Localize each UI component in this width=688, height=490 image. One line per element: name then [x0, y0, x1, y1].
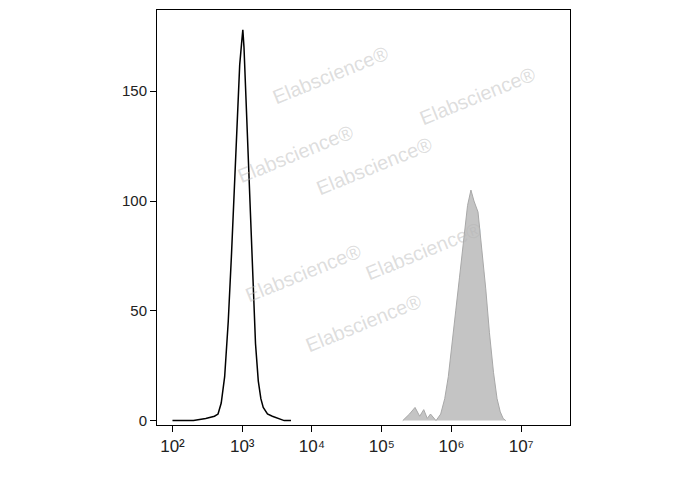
svg-text:Elabscience®: Elabscience®	[302, 290, 424, 356]
svg-text:150: 150	[122, 82, 147, 99]
svg-text:10⁶: 10⁶	[439, 437, 465, 456]
svg-text:10²: 10²	[160, 437, 185, 456]
svg-text:10⁴: 10⁴	[299, 437, 325, 456]
svg-text:10⁷: 10⁷	[509, 437, 534, 456]
svg-text:10⁵: 10⁵	[369, 437, 395, 456]
svg-text:Elabscience®: Elabscience®	[234, 121, 356, 187]
svg-text:100: 100	[122, 192, 147, 209]
svg-text:50: 50	[130, 302, 147, 319]
svg-text:Elabscience®: Elabscience®	[242, 240, 364, 306]
svg-text:Elabscience®: Elabscience®	[362, 218, 484, 284]
svg-text:10³: 10³	[230, 437, 255, 456]
svg-text:Elabscience®: Elabscience®	[313, 133, 435, 199]
svg-text:Elabscience®: Elabscience®	[416, 63, 538, 129]
svg-text:Elabscience®: Elabscience®	[269, 42, 391, 108]
svg-text:0: 0	[139, 412, 147, 429]
